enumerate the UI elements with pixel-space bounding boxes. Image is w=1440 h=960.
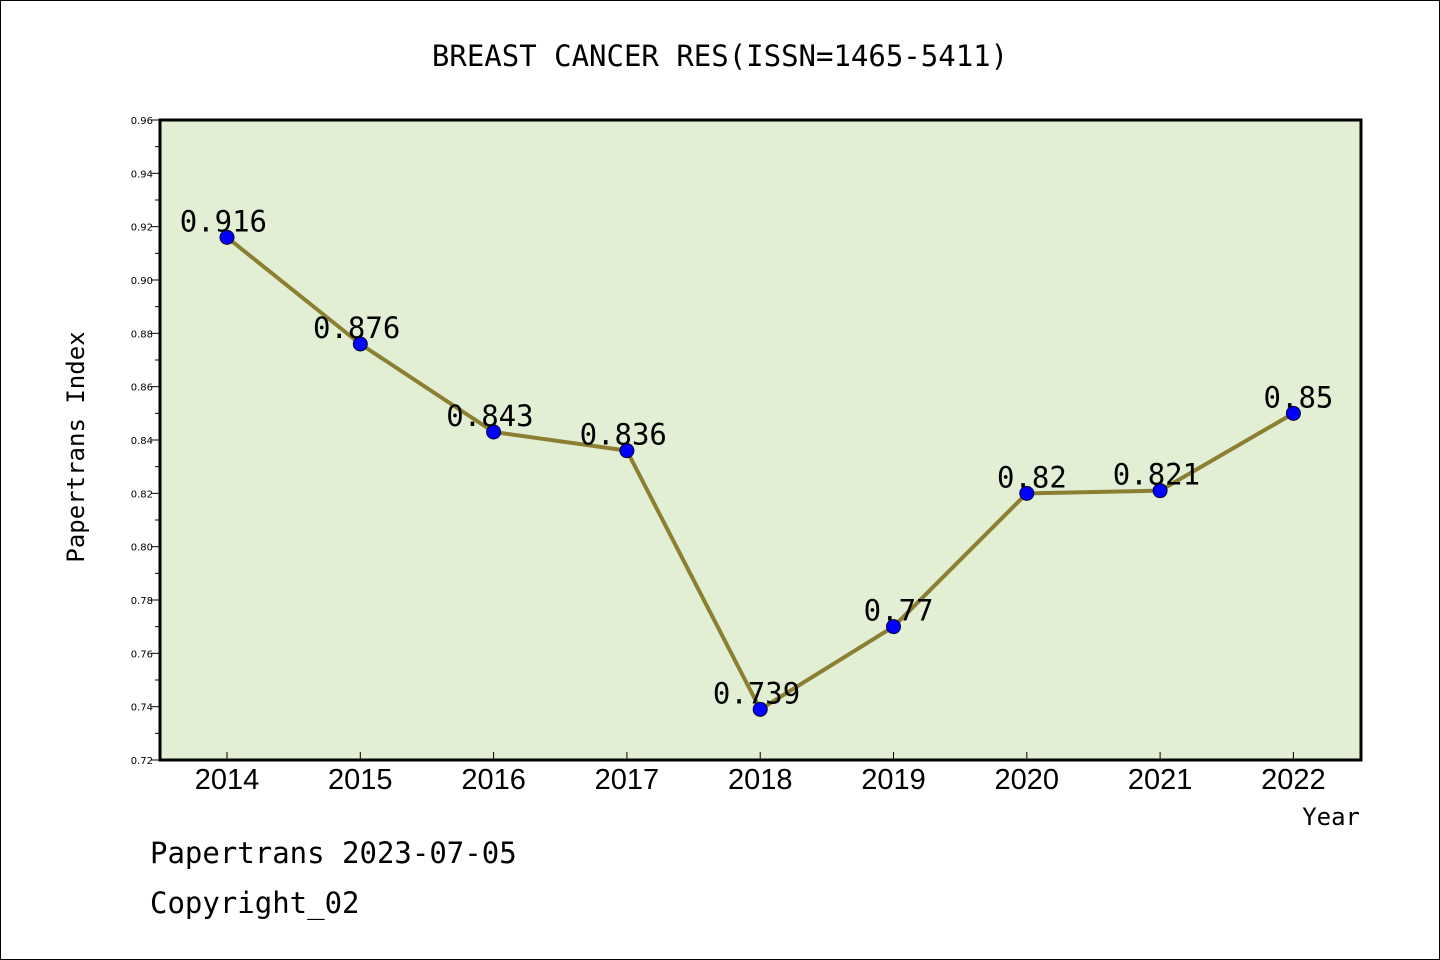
x-tick-label: 2017 <box>595 764 660 796</box>
data-point <box>886 619 901 635</box>
data-point <box>486 424 502 440</box>
x-tick-label: 2020 <box>995 764 1060 796</box>
footer-copyright: Copyright_02 <box>150 886 360 920</box>
y-tick-label: 0.86 <box>131 383 153 394</box>
x-axis: 2014 2015 2016 2017 2018 2019 2020 2021 2022 <box>195 752 1326 796</box>
x-axis-label: Year <box>1302 803 1360 831</box>
y-axis-label: Papertrans Index <box>62 331 90 562</box>
x-tick-label: 2021 <box>1128 764 1193 796</box>
y-tick-label: 0.80 <box>131 543 153 554</box>
plot-border <box>158 118 1363 762</box>
data-label: 0.739 <box>713 676 800 710</box>
y-tick-label: 0.82 <box>131 489 153 500</box>
data-point <box>1152 483 1168 499</box>
data-label: 0.916 <box>180 204 267 238</box>
data-point <box>352 336 368 352</box>
data-label: 0.836 <box>580 418 667 452</box>
y-tick-label: 0.74 <box>131 703 153 714</box>
x-tick-label: 2016 <box>461 764 526 796</box>
x-tick-label: 2014 <box>195 764 260 796</box>
y-tick-label: 0.78 <box>131 596 153 607</box>
data-point <box>752 701 768 717</box>
x-tick-label: 2022 <box>1261 764 1326 796</box>
footer-date: Papertrans 2023-07-05 <box>150 836 517 870</box>
y-tick-label: 0.92 <box>131 223 153 234</box>
data-label: 0.843 <box>446 399 533 433</box>
data-point <box>1285 405 1301 421</box>
data-label: 0.82 <box>997 460 1067 494</box>
data-point <box>219 229 235 245</box>
y-tick-label: 0.90 <box>131 276 153 287</box>
x-tick-label: 2018 <box>728 764 793 796</box>
y-tick-label: 0.84 <box>131 436 153 447</box>
y-tick-label: 0.76 <box>131 649 153 660</box>
data-label: 0.821 <box>1113 458 1200 492</box>
y-tick-label: 0.96 <box>131 116 153 127</box>
y-tick-label: 0.94 <box>131 169 153 180</box>
data-label: 0.77 <box>864 594 934 628</box>
x-tick-label: 2015 <box>328 764 393 796</box>
x-tick-label: 2019 <box>861 764 926 796</box>
y-axis: 0.72 0.74 0.76 0.78 0.80 0.82 0.84 0.86 0.88 0.90… <box>131 116 160 767</box>
data-label: 0.876 <box>313 311 400 345</box>
chart-title: BREAST CANCER RES(ISSN=1465-5411) <box>432 39 1008 73</box>
data-point <box>1019 485 1035 501</box>
data-label: 0.85 <box>1264 380 1334 414</box>
y-tick-label: 0.88 <box>131 329 153 340</box>
series-group: 0.916 0.876 0.843 0.836 0.739 0.77 0.82 0.821 0.… <box>180 204 1334 717</box>
data-point <box>619 443 635 459</box>
plot-area <box>160 120 1361 760</box>
y-tick-label: 0.72 <box>131 756 153 767</box>
